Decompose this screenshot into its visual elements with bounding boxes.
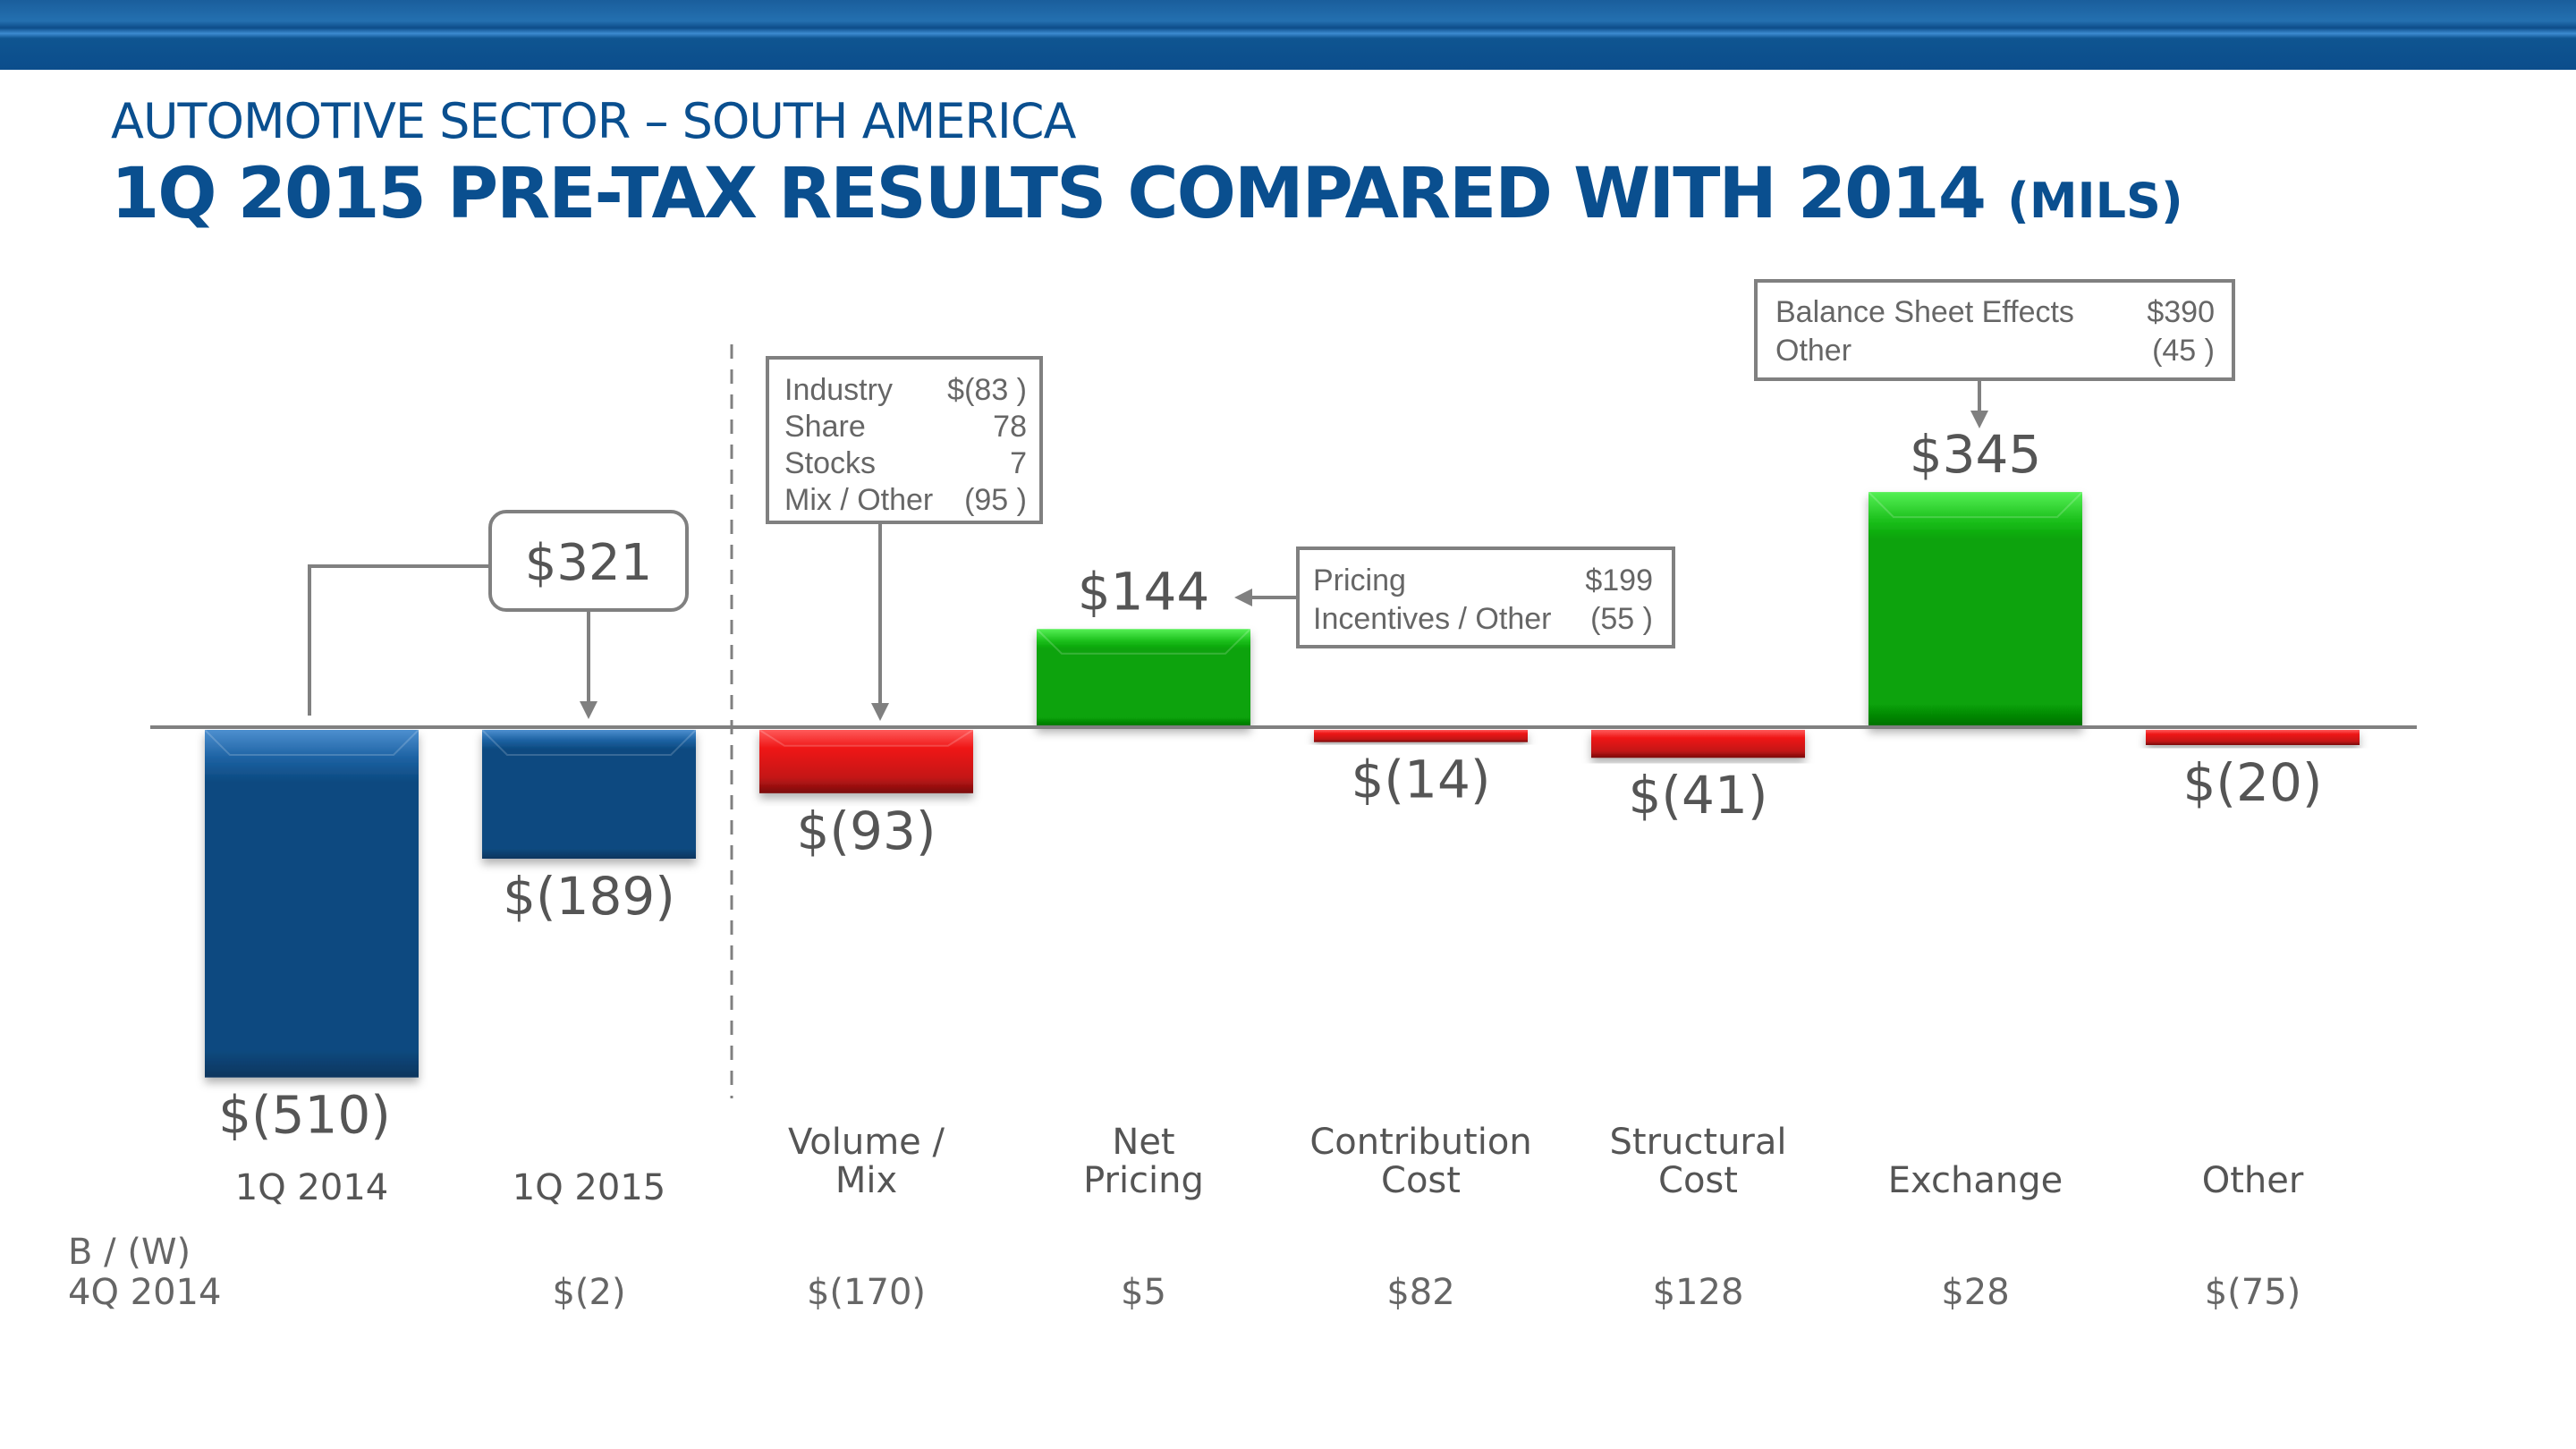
bar-net-pricing bbox=[1037, 629, 1250, 727]
category-label-1q-2014: 1Q 2014 bbox=[235, 1167, 388, 1208]
value-label-exchange: $345 bbox=[1910, 424, 2042, 485]
bar-bevel-volume-mix bbox=[758, 729, 974, 747]
bar-1q-2015 bbox=[482, 730, 696, 860]
bw-value-volume-mix: $(170) bbox=[807, 1272, 926, 1313]
header-band bbox=[0, 0, 2576, 70]
value-label-structural-cost: $(41) bbox=[1629, 765, 1768, 826]
change-connector-line bbox=[308, 564, 490, 716]
value-label-volume-mix: $(93) bbox=[797, 801, 936, 861]
exchange-row-label: Other bbox=[1775, 334, 1852, 368]
exchange-detail-rows: Balance Sheet Effects $390 Other (45 ) bbox=[1775, 295, 2215, 368]
bw-value-other: $(75) bbox=[2205, 1272, 2301, 1313]
value-label-contribution-cost: $(14) bbox=[1352, 750, 1491, 810]
volume-mix-row-label: Mix / Other bbox=[784, 483, 933, 517]
volume-mix-detail-rows: Industry $(83 ) Share 78 Stocks 7 Mix / Other (… bbox=[784, 373, 1027, 517]
bar-bevel-exchange bbox=[1868, 491, 2083, 519]
net-pricing-row-value: (55 ) bbox=[1590, 602, 1653, 636]
net-pricing-detail-rows: Pricing $199 Incentives / Other (55 ) bbox=[1313, 564, 1653, 636]
bw-values-group: $(2) $(170) $5 $82 $128 $28 $(75) bbox=[552, 1272, 2301, 1313]
category-label-net-pricing-line2: Pricing bbox=[1083, 1160, 1204, 1201]
volume-mix-row-value: (95 ) bbox=[964, 483, 1027, 517]
category-label-volume-mix-line1: Volume / bbox=[788, 1122, 945, 1163]
volume-mix-row-label: Industry bbox=[784, 373, 893, 407]
page-title-text: 1Q 2015 PRE-TAX RESULTS COMPARED WITH 20… bbox=[111, 154, 1987, 234]
page-title: 1Q 2015 PRE-TAX RESULTS COMPARED WITH 20… bbox=[111, 154, 2183, 234]
value-label-other: $(20) bbox=[2183, 752, 2323, 813]
bw-value-contribution-cost: $82 bbox=[1386, 1272, 1454, 1313]
exchange-row-label: Balance Sheet Effects bbox=[1775, 295, 2074, 329]
net-pricing-row-label: Pricing bbox=[1313, 564, 1406, 597]
bar-bevel-1q-2015 bbox=[481, 729, 697, 756]
category-label-volume-mix-line2: Mix bbox=[835, 1160, 897, 1201]
exchange-row-value: $390 bbox=[2147, 295, 2215, 329]
value-label-1q-2014: $(510) bbox=[218, 1085, 391, 1146]
bar-bevel-1q-2014 bbox=[204, 729, 419, 756]
category-label-exchange: Exchange bbox=[1888, 1160, 2063, 1201]
volume-mix-row-value: $(83 ) bbox=[947, 373, 1027, 407]
net-pricing-detail-box bbox=[1296, 547, 1675, 648]
bar-bevel-net-pricing bbox=[1036, 628, 1251, 655]
exchange-detail-box bbox=[1754, 279, 2235, 381]
exchange-row-value: (45 ) bbox=[2152, 334, 2215, 368]
volume-mix-row-label: Stocks bbox=[784, 446, 876, 480]
bar-volume-mix bbox=[759, 730, 973, 793]
volume-mix-row-value: 78 bbox=[993, 410, 1027, 444]
bw-row-label-line2: 4Q 2014 bbox=[68, 1272, 221, 1313]
value-label-net-pricing: $144 bbox=[1078, 561, 1210, 622]
bw-value-structural-cost: $128 bbox=[1653, 1272, 1744, 1313]
value-labels-group: $(510) $(189) $(93) $144 $(14) $(41) $345 $(20) bbox=[218, 424, 2322, 1146]
bar-other bbox=[2146, 730, 2360, 745]
value-label-1q-2015: $(189) bbox=[503, 866, 675, 927]
volume-mix-row-label: Share bbox=[784, 410, 866, 444]
category-label-contribution-cost-line1: Contribution bbox=[1309, 1122, 1531, 1163]
bw-row-label-line1: B / (W) bbox=[68, 1232, 191, 1273]
bw-value-exchange: $28 bbox=[1941, 1272, 2009, 1313]
category-label-net-pricing-line1: Net bbox=[1112, 1122, 1174, 1163]
category-label-1q-2015: 1Q 2015 bbox=[513, 1167, 665, 1208]
change-callout-value: $321 bbox=[525, 534, 653, 592]
units-label: (MILS) bbox=[2007, 173, 2183, 229]
category-label-structural-cost-line2: Cost bbox=[1658, 1160, 1738, 1201]
bar-1q-2014 bbox=[205, 730, 419, 1078]
bar-structural-cost bbox=[1591, 730, 1805, 758]
bar-exchange bbox=[1868, 492, 2082, 727]
net-pricing-row-value: $199 bbox=[1585, 564, 1653, 597]
category-label-structural-cost-line1: Structural bbox=[1610, 1122, 1787, 1163]
category-label-other: Other bbox=[2202, 1160, 2304, 1201]
bar-contribution-cost bbox=[1314, 730, 1528, 742]
bw-value-1q-2015: $(2) bbox=[552, 1272, 625, 1313]
bars-group bbox=[204, 491, 2360, 1078]
volume-mix-row-value: 7 bbox=[1010, 446, 1027, 480]
volume-mix-detail-box bbox=[766, 356, 1043, 524]
bw-value-net-pricing: $5 bbox=[1121, 1272, 1166, 1313]
category-label-contribution-cost-line2: Cost bbox=[1381, 1160, 1461, 1201]
page-subtitle: AUTOMOTIVE SECTOR – SOUTH AMERICA bbox=[111, 93, 1076, 149]
net-pricing-row-label: Incentives / Other bbox=[1313, 602, 1551, 636]
